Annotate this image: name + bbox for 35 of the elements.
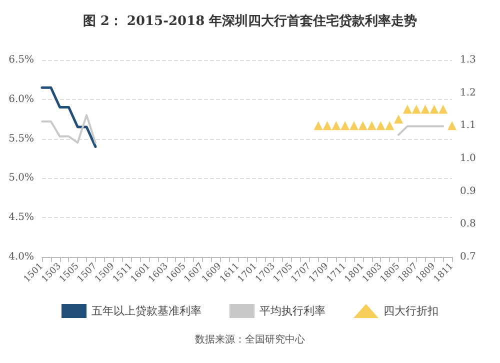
y2-tick-label: 1.1 xyxy=(460,120,476,132)
chart-title: 图 2： 2015-2018 年深圳四大行首套住宅贷款利率走势 xyxy=(82,13,418,29)
point xyxy=(430,104,439,114)
point xyxy=(367,121,376,130)
point xyxy=(448,121,456,130)
point xyxy=(412,104,421,114)
point xyxy=(349,121,358,130)
point xyxy=(332,121,341,130)
point xyxy=(420,104,430,114)
point xyxy=(340,121,350,130)
point xyxy=(438,104,448,114)
legend-label: 五年以上贷款基准利率 xyxy=(92,304,202,318)
source-note: 数据来源：全国研究中心 xyxy=(195,334,305,346)
point xyxy=(322,121,332,130)
point xyxy=(402,104,412,114)
y2-tick-label: 1.0 xyxy=(460,153,476,164)
y-tick-label: 5.0% xyxy=(8,172,34,184)
y2-tick-label: 0.9 xyxy=(460,186,476,197)
y-tick-label: 4.0% xyxy=(8,252,34,262)
y-tick-label: 6.0% xyxy=(8,94,34,105)
y2-tick-label: 1.3 xyxy=(460,54,476,66)
point xyxy=(314,121,323,130)
point xyxy=(376,121,386,130)
y2-tick-label: 0.8 xyxy=(460,218,476,230)
point xyxy=(394,114,404,124)
y2-tick-label: 1.2 xyxy=(460,87,476,98)
point xyxy=(385,121,394,130)
y2-tick-label: 0.7 xyxy=(460,252,476,262)
point xyxy=(358,121,368,130)
y-tick-label: 6.5% xyxy=(8,54,34,66)
legend-label: 平均执行利率 xyxy=(260,304,326,318)
y-tick-label: 5.5% xyxy=(8,133,34,144)
line-series xyxy=(40,86,97,148)
legend-label: 四大行折扣 xyxy=(384,304,438,318)
y-tick-label: 4.5% xyxy=(8,212,34,224)
